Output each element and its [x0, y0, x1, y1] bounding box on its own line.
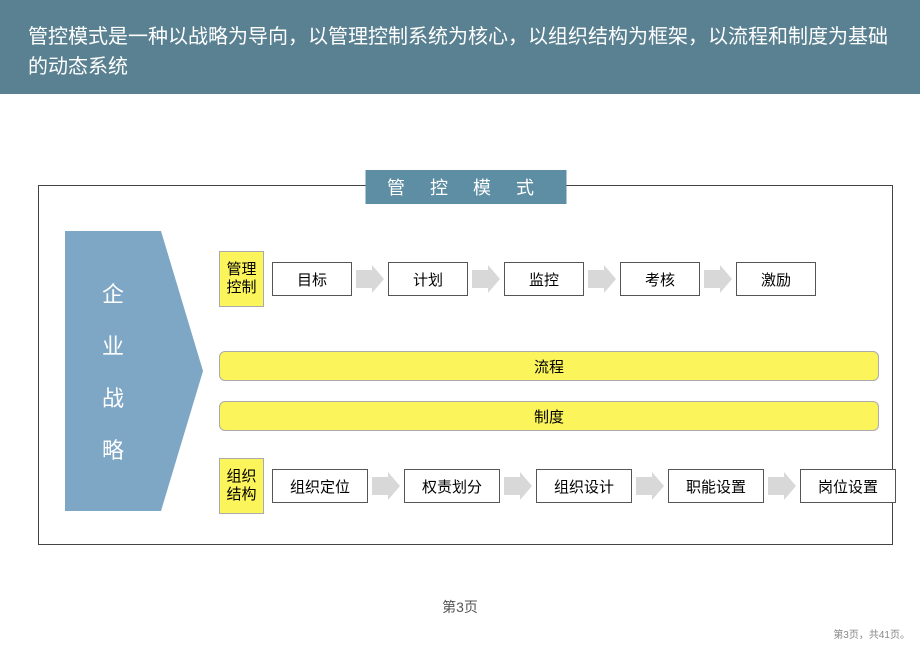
system-bar: 制度	[219, 401, 879, 431]
row-label-management: 管理 控制	[219, 251, 264, 307]
main-frame: 管 控 模 式 企 业 战 略 管理 控制 目标 计划 监控 考核 激励 流程 …	[38, 185, 893, 545]
step-box: 职能设置	[668, 469, 764, 503]
step-box: 组织设计	[536, 469, 632, 503]
step-box: 权责划分	[404, 469, 500, 503]
page-number: 第3页	[442, 597, 478, 617]
process-bar: 流程	[219, 351, 879, 381]
frame-title: 管 控 模 式	[365, 170, 566, 204]
strategy-tip-icon	[161, 231, 203, 511]
strategy-arrow: 企 业 战 略	[65, 231, 195, 511]
strategy-char: 业	[102, 329, 124, 361]
strategy-char: 企	[102, 277, 124, 309]
arrow-icon	[472, 265, 500, 293]
org-structure-row: 组织 结构 组织定位 权责划分 组织设计 职能设置 岗位设置	[219, 458, 896, 514]
arrow-icon	[372, 472, 400, 500]
strategy-char: 略	[102, 433, 124, 465]
label-line: 结构	[226, 486, 256, 504]
step-box: 监控	[504, 262, 584, 296]
step-box: 激励	[736, 262, 816, 296]
page-footer-small: 第3页，共41页。	[833, 626, 910, 641]
step-box: 目标	[272, 262, 352, 296]
step-box: 计划	[388, 262, 468, 296]
strategy-body: 企 业 战 略	[65, 231, 161, 511]
arrow-icon	[768, 472, 796, 500]
arrow-icon	[356, 265, 384, 293]
arrow-icon	[504, 472, 532, 500]
arrow-icon	[588, 265, 616, 293]
arrow-icon	[636, 472, 664, 500]
arrow-icon	[704, 265, 732, 293]
header-text: 管控模式是一种以战略为导向，以管理控制系统为核心，以组织结构为框架，以流程和制度…	[28, 26, 888, 78]
label-line: 组织	[226, 468, 256, 486]
step-box: 组织定位	[272, 469, 368, 503]
step-box: 考核	[620, 262, 700, 296]
label-line: 控制	[226, 279, 256, 297]
step-box: 岗位设置	[800, 469, 896, 503]
label-line: 管理	[226, 261, 256, 279]
row-label-org: 组织 结构	[219, 458, 264, 514]
slide-header: 管控模式是一种以战略为导向，以管理控制系统为核心，以组织结构为框架，以流程和制度…	[0, 0, 920, 94]
strategy-char: 战	[102, 381, 124, 413]
management-control-row: 管理 控制 目标 计划 监控 考核 激励	[219, 251, 816, 307]
